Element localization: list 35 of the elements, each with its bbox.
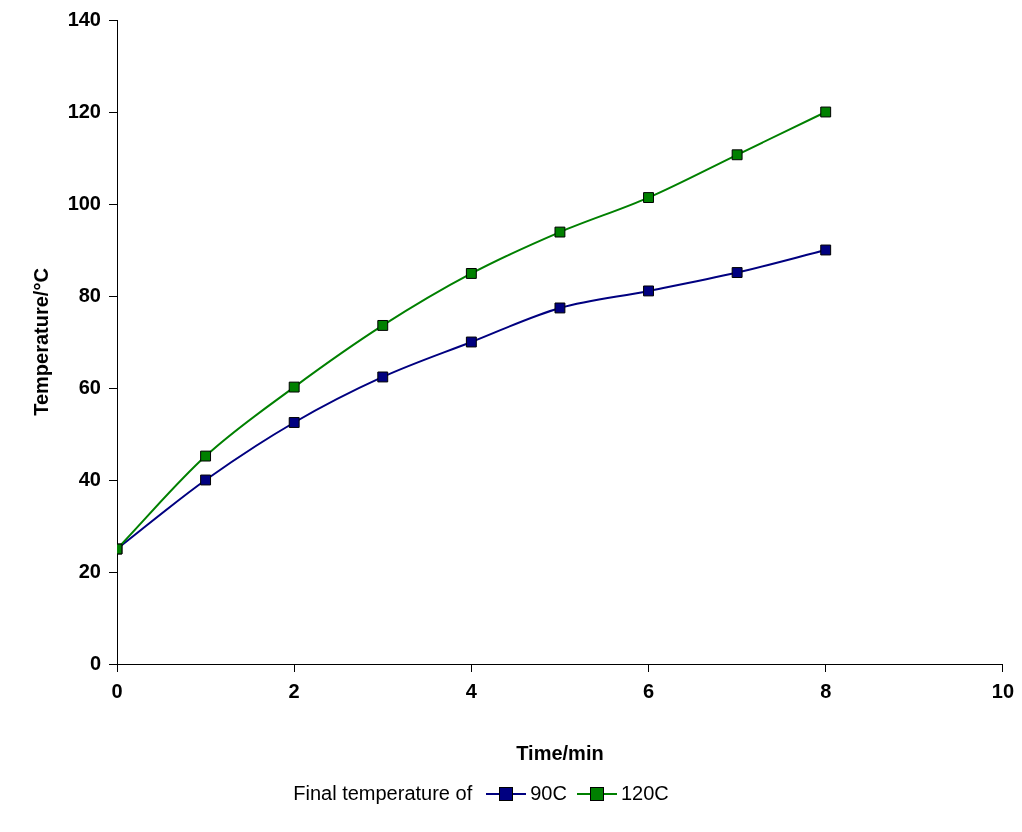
y-tick-label: 140 [67, 7, 101, 30]
y-tick-label: 80 [78, 283, 101, 306]
point [200, 474, 212, 486]
point [820, 244, 832, 256]
point [377, 371, 389, 383]
point [465, 268, 477, 279]
point [554, 302, 566, 314]
point [465, 336, 477, 348]
point [200, 450, 212, 462]
point [820, 106, 832, 118]
legend-title: Final temperature of [293, 782, 473, 805]
y-tick-label: 120 [67, 99, 101, 122]
point [731, 149, 743, 161]
x-tick-label: 8 [820, 679, 832, 702]
y-tick-label: 0 [89, 651, 101, 674]
x-tick-label: 0 [111, 679, 123, 702]
point [643, 192, 654, 204]
y-tick-label: 100 [67, 191, 101, 214]
x-tick-label: 2 [288, 679, 300, 702]
x-tick-label: 10 [991, 679, 1014, 702]
y-axis-title: Temperature/°C [29, 268, 52, 416]
legend-label: 120C [620, 782, 669, 805]
point [643, 285, 654, 297]
point [554, 226, 566, 238]
point [731, 267, 743, 278]
x-tick-label: 4 [465, 679, 478, 702]
point [377, 319, 389, 331]
y-tick-label: 20 [78, 559, 101, 582]
point [288, 417, 300, 428]
x-axis-title: Time/min [516, 741, 604, 764]
y-tick-label: 60 [78, 375, 101, 398]
legend-label: 90C [530, 782, 567, 805]
y-tick-label: 40 [78, 467, 101, 490]
x-tick-label: 6 [642, 679, 655, 702]
point [288, 381, 300, 393]
